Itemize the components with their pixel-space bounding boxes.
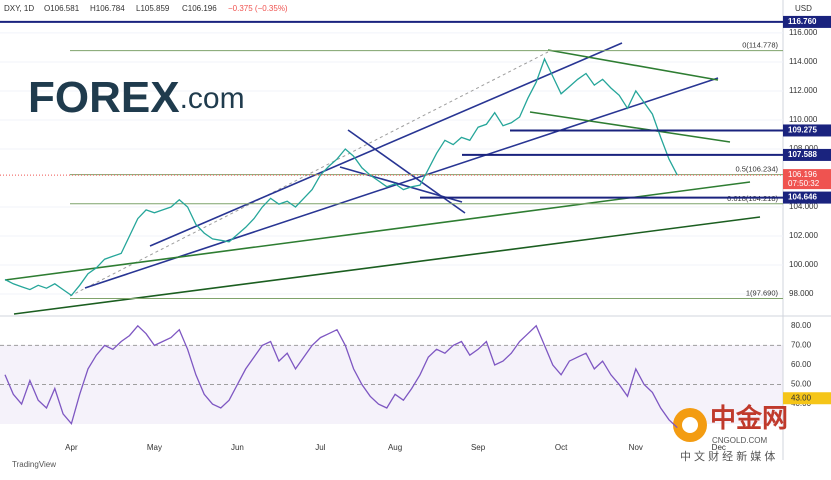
trend-long [13,216,761,315]
y-tick-label: 110.000 [789,115,818,124]
footer-brand: TradingView [12,460,56,469]
header-symbol: DXY, 1D [4,4,34,13]
triangle-top [547,49,719,81]
x-tick-label: Jul [315,443,325,452]
price-line [4,57,678,297]
watermark-name: 中金网 [710,403,788,433]
watermark-slogan: 中 文 财 经 新 媒 体 [680,449,775,463]
y-tick-label: 114.000 [789,57,818,66]
header-low: L105.859 [136,4,170,13]
y-tick-label: 98.000 [789,289,814,298]
level-label: 107.588 [788,150,817,159]
level-label: 104.646 [788,193,817,202]
rsi-tick-label: 50.00 [791,380,812,389]
countdown: 07:50:32 [788,179,820,188]
watermark-icon [682,417,698,433]
header-open: O106.581 [44,4,80,13]
watermark-site: CNGOLD.COM [712,436,767,445]
y-tick-label: 116.000 [789,28,818,37]
flag-line [339,166,463,203]
flag-line [347,129,466,214]
level-label: 116.760 [788,17,817,26]
x-tick-label: Apr [65,443,78,452]
header-change: −0.375 (−0.35%) [228,4,288,13]
y-tick-label: 102.000 [789,231,818,240]
x-tick-label: Nov [629,443,643,452]
y-tick-label: 100.000 [789,260,818,269]
channel-bottom [84,77,719,289]
logo-suffix: .com [180,82,245,115]
triangle-bottom [529,111,731,143]
y-tick-label: 108.000 [789,144,818,153]
x-tick-label: Aug [388,443,402,452]
fib-label: 0(114.778) [742,41,778,50]
rsi-line [4,324,678,429]
x-tick-label: May [147,443,162,452]
level-box [783,124,831,137]
logo-brand: FOREX [28,73,180,122]
x-tick-label: Sep [471,443,486,452]
rsi-tick-label: 70.00 [791,341,812,350]
level-box [783,191,831,204]
channel-top [149,42,623,247]
level-label: 109.275 [788,126,817,135]
rsi-tick-label: 60.00 [791,360,812,369]
y-tick-label: 112.000 [789,86,818,95]
level-box [783,148,831,161]
x-tick-label: Oct [555,443,568,452]
x-tick-label: Jun [231,443,244,452]
level-box [783,15,831,28]
fib-label: 1(97.690) [746,288,779,297]
rsi-ma-label: 43.00 [791,393,812,402]
x-tick-label: Dec [712,443,726,452]
last-price-box [783,169,831,190]
header-close: C106.196 [182,4,217,13]
currency: USD [795,4,812,13]
rsi-ma-box [783,392,831,405]
fib-label: 0.5(106.234) [735,165,778,174]
rsi-tick-label: 80.00 [791,321,812,330]
y-tick-label: 104.000 [789,202,818,211]
logo: FOREX.com [28,73,245,122]
last-price-label: 106.196 [788,170,817,179]
header-high: H106.784 [90,4,125,13]
